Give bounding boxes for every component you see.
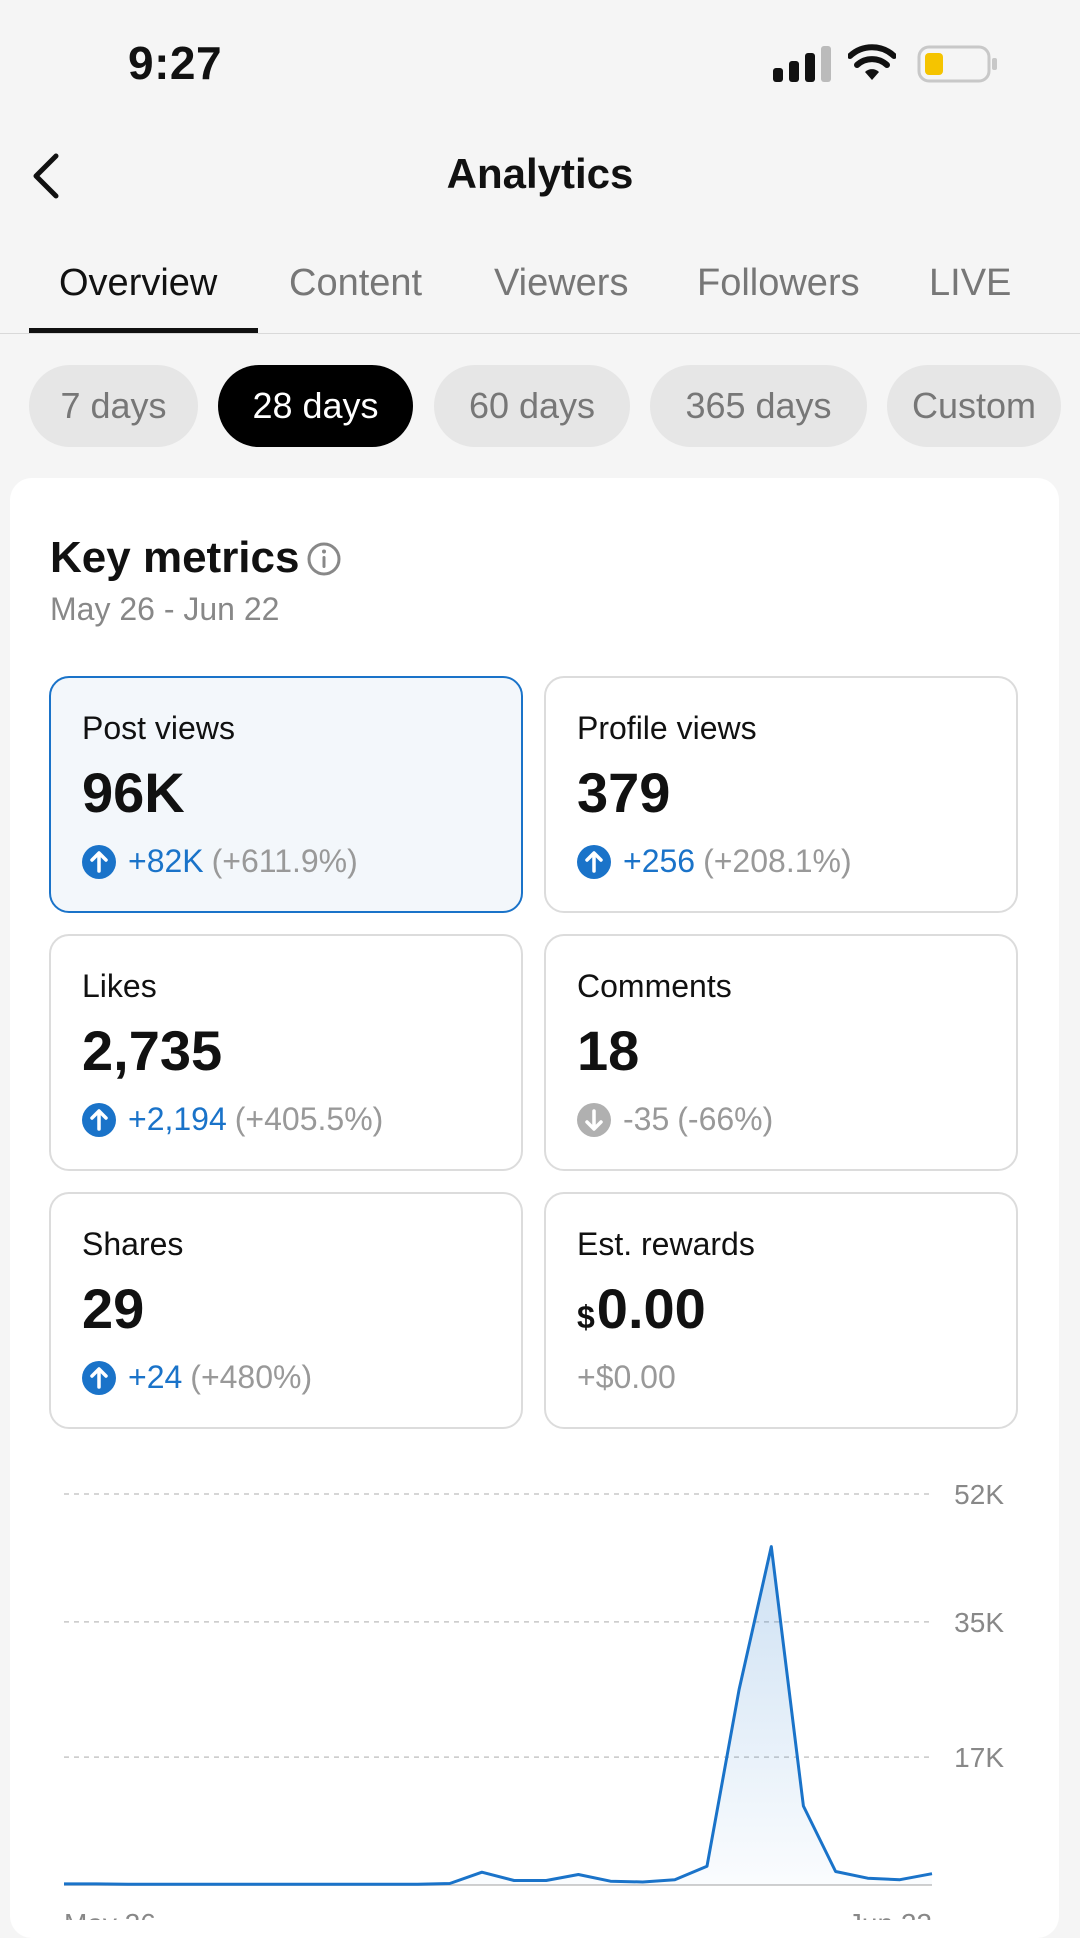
metric-change: +82K (+611.9%) [82, 843, 358, 880]
tab-bar: Overview Content Viewers Followers LIVE [0, 248, 1080, 334]
key-metrics-card: Key metrics May 26 - Jun 22 Post views 9… [10, 478, 1059, 1938]
metric-comments[interactable]: Comments 18 -35 (-66%) [544, 934, 1018, 1171]
x-tick-label: May 26 [64, 1908, 156, 1920]
arrow-up-icon [82, 1360, 116, 1395]
wifi-icon [848, 44, 896, 80]
date-range-selector: 7 days 28 days 60 days 365 days Custom [0, 365, 1080, 447]
post-views-chart: 52K 35K 17K May 26 Jun 22 [0, 1455, 1080, 1920]
metric-label: Comments [577, 968, 732, 1004]
range-custom[interactable]: Custom [887, 365, 1061, 447]
metric-post-views[interactable]: Post views 96K +82K (+611.9%) [49, 676, 523, 913]
arrow-up-icon [577, 844, 611, 879]
metric-delta: +256 [623, 843, 696, 879]
metric-change: +2,194 (+405.5%) [82, 1101, 383, 1138]
range-7-days[interactable]: 7 days [29, 365, 198, 447]
tab-live[interactable]: LIVE [929, 262, 1012, 304]
tab-followers[interactable]: Followers [697, 262, 860, 304]
info-icon[interactable] [306, 541, 342, 577]
currency-symbol: $ [577, 1299, 595, 1335]
metric-delta: -35 [623, 1101, 670, 1137]
metric-delta: +2,194 [128, 1101, 227, 1137]
metric-delta: +24 [128, 1359, 183, 1395]
metric-delta: +$0.00 [577, 1359, 676, 1395]
metric-value: 96K [82, 761, 185, 824]
metric-percent: (-66%) [677, 1101, 774, 1137]
metric-change: +256 (+208.1%) [577, 843, 852, 880]
metric-percent: (+405.5%) [234, 1101, 384, 1137]
cellular-signal-icon [773, 46, 831, 82]
metric-profile-views[interactable]: Profile views 379 +256 (+208.1%) [544, 676, 1018, 913]
battery-icon [917, 45, 997, 83]
metric-change: +$0.00 [577, 1359, 676, 1396]
metric-label: Post views [82, 710, 235, 746]
metric-likes[interactable]: Likes 2,735 +2,194 (+405.5%) [49, 934, 523, 1171]
metric-label: Est. rewards [577, 1226, 755, 1262]
metric-label: Profile views [577, 710, 757, 746]
tab-active-indicator [29, 328, 258, 333]
metric-value-wrap: $0.00 [577, 1276, 706, 1341]
y-tick-label: 17K [954, 1742, 1004, 1773]
range-365-days[interactable]: 365 days [650, 365, 867, 447]
metric-percent: (+208.1%) [703, 843, 852, 879]
key-metrics-title: Key metrics [50, 533, 300, 582]
arrow-down-icon [577, 1102, 611, 1137]
metric-est-rewards[interactable]: Est. rewards $0.00 +$0.00 [544, 1192, 1018, 1429]
metric-value: 379 [577, 761, 671, 824]
chevron-left-icon[interactable] [24, 152, 72, 200]
date-range-label: May 26 - Jun 22 [50, 591, 280, 627]
metric-value: 18 [577, 1019, 640, 1082]
metric-label: Shares [82, 1226, 184, 1262]
tab-overview[interactable]: Overview [59, 262, 218, 304]
range-60-days[interactable]: 60 days [434, 365, 630, 447]
range-28-days[interactable]: 28 days [218, 365, 413, 447]
y-tick-label: 52K [954, 1479, 1004, 1510]
y-tick-label: 35K [954, 1607, 1004, 1638]
status-bar: 9:27 [0, 0, 1080, 120]
x-tick-label: Jun 22 [848, 1908, 932, 1920]
nav-bar: Analytics [0, 130, 1080, 220]
metric-label: Likes [82, 968, 157, 1004]
metric-delta: +82K [128, 843, 204, 879]
metric-percent: (+611.9%) [211, 843, 358, 879]
series-area [64, 1546, 932, 1885]
chart-svg: 52K 35K 17K May 26 Jun 22 [64, 1479, 1004, 1920]
metric-change: +24 (+480%) [82, 1359, 312, 1396]
metric-percent: (+480%) [190, 1359, 313, 1395]
tab-viewers[interactable]: Viewers [494, 262, 629, 304]
page-title: Analytics [446, 150, 634, 197]
tab-content[interactable]: Content [289, 262, 423, 304]
metric-value: 0.00 [596, 1277, 706, 1340]
metric-value: 29 [82, 1277, 145, 1340]
metric-value: 2,735 [82, 1019, 223, 1082]
arrow-up-icon [82, 1102, 116, 1137]
arrow-up-icon [82, 844, 116, 879]
series-line [64, 1545, 933, 1886]
status-time: 9:27 [128, 37, 223, 89]
metric-shares[interactable]: Shares 29 +24 (+480%) [49, 1192, 523, 1429]
metric-change: -35 (-66%) [577, 1101, 773, 1138]
